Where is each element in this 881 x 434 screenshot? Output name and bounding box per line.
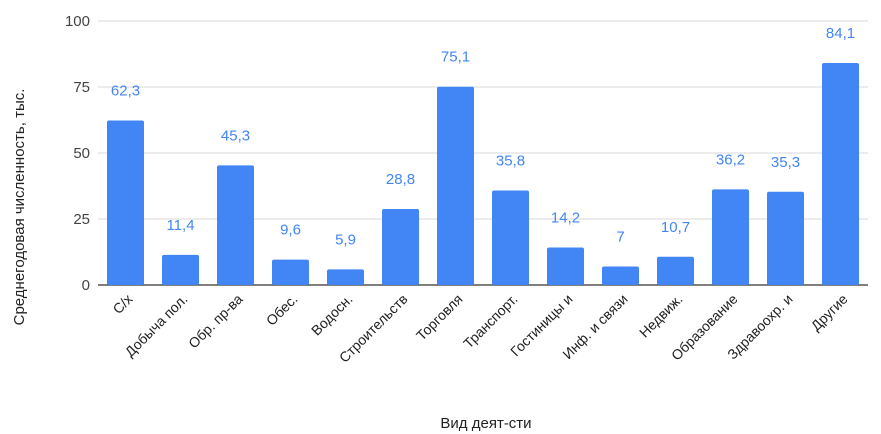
data-label-11: 36,2 <box>716 151 745 168</box>
bar-10 <box>657 256 694 285</box>
bar-5 <box>382 208 419 285</box>
data-label-4: 5,9 <box>335 231 356 248</box>
bars <box>107 62 859 286</box>
data-label-6: 75,1 <box>441 49 470 66</box>
data-label-8: 14,2 <box>551 210 580 227</box>
data-labels: 62,3 11,4 45,3 9,6 5,9 28,8 75,1 35,8 14,2 7 10,7 3… <box>111 25 855 248</box>
data-label-5: 28,8 <box>386 171 415 188</box>
bar-12 <box>767 191 804 285</box>
bar-2 <box>217 165 254 285</box>
x-tick-label-13: Другие <box>808 291 851 334</box>
data-label-1: 11,4 <box>166 217 194 234</box>
bar-7 <box>492 190 529 285</box>
bar-3 <box>272 259 309 285</box>
bar-4 <box>327 269 364 285</box>
data-label-10: 10,7 <box>661 219 690 236</box>
x-tick-label-10: Недвиж. <box>636 291 686 341</box>
data-label-7: 35,8 <box>496 152 525 169</box>
y-tick-label-2: 50 <box>73 145 90 162</box>
gridlines <box>98 20 868 286</box>
y-tick-label-1: 25 <box>73 211 90 228</box>
y-tick-label-0: 0 <box>82 277 90 294</box>
data-label-13: 84,1 <box>826 25 855 42</box>
x-tick-label-2: Обр. пр-ва <box>185 291 246 352</box>
bar-13 <box>822 62 859 286</box>
data-label-0: 62,3 <box>111 83 140 100</box>
x-axis-title: Вид деят-сти <box>440 415 531 432</box>
bar-1 <box>162 254 199 285</box>
y-axis-ticks: 0 25 50 75 100 <box>65 13 90 294</box>
y-tick-label-4: 100 <box>65 13 90 30</box>
data-label-2: 45,3 <box>221 127 250 144</box>
bar-9 <box>602 266 639 285</box>
data-label-9: 7 <box>616 229 624 246</box>
bar-0 <box>107 120 144 285</box>
x-tick-label-3: Обес. <box>263 291 301 329</box>
y-axis-title: Среднегодовая численность, тыс. <box>11 89 28 326</box>
x-tick-label-6: Торговля <box>413 291 466 344</box>
bar-6 <box>437 86 474 286</box>
bar-8 <box>547 247 584 285</box>
data-label-3: 9,6 <box>280 222 301 239</box>
y-tick-label-3: 75 <box>73 79 90 96</box>
x-tick-label-0: С/х <box>109 291 135 317</box>
x-tick-label-4: Водосн. <box>308 291 356 339</box>
data-label-12: 35,3 <box>771 154 800 171</box>
bar-11 <box>712 189 749 285</box>
